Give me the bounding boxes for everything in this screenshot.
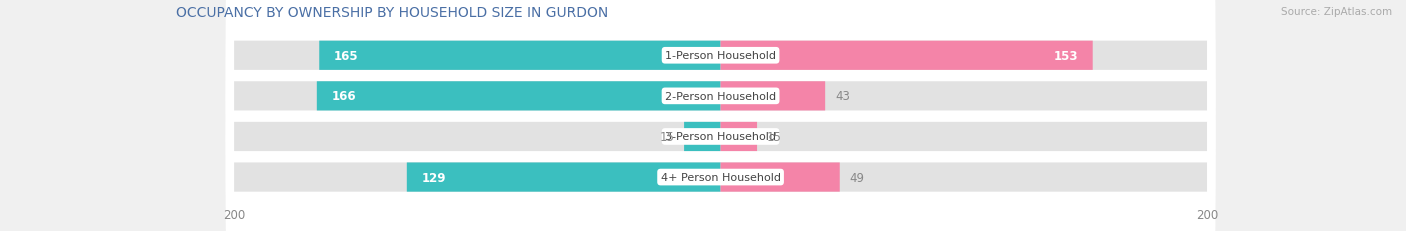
Text: 43: 43	[835, 90, 849, 103]
FancyBboxPatch shape	[721, 122, 1206, 152]
FancyBboxPatch shape	[721, 122, 756, 152]
FancyBboxPatch shape	[721, 163, 1206, 192]
FancyBboxPatch shape	[235, 122, 721, 152]
FancyBboxPatch shape	[721, 82, 1206, 111]
Text: 15: 15	[659, 130, 675, 143]
Text: 49: 49	[849, 171, 865, 184]
FancyBboxPatch shape	[721, 41, 1092, 71]
Text: 129: 129	[422, 171, 446, 184]
Text: 2-Person Household: 2-Person Household	[665, 91, 776, 101]
Text: 1-Person Household: 1-Person Household	[665, 51, 776, 61]
Text: Source: ZipAtlas.com: Source: ZipAtlas.com	[1281, 7, 1392, 17]
FancyBboxPatch shape	[225, 20, 1216, 231]
FancyBboxPatch shape	[225, 0, 1216, 231]
FancyBboxPatch shape	[235, 82, 721, 111]
FancyBboxPatch shape	[721, 82, 825, 111]
FancyBboxPatch shape	[225, 0, 1216, 214]
Text: 153: 153	[1053, 49, 1078, 63]
FancyBboxPatch shape	[685, 122, 721, 152]
Text: 15: 15	[766, 130, 782, 143]
FancyBboxPatch shape	[721, 41, 1206, 71]
Text: 4+ Person Household: 4+ Person Household	[661, 172, 780, 182]
Text: OCCUPANCY BY OWNERSHIP BY HOUSEHOLD SIZE IN GURDON: OCCUPANCY BY OWNERSHIP BY HOUSEHOLD SIZE…	[176, 6, 607, 20]
FancyBboxPatch shape	[225, 0, 1216, 231]
FancyBboxPatch shape	[319, 41, 721, 71]
Text: 165: 165	[333, 49, 359, 63]
FancyBboxPatch shape	[721, 163, 839, 192]
FancyBboxPatch shape	[406, 163, 721, 192]
FancyBboxPatch shape	[235, 41, 721, 71]
Text: 166: 166	[332, 90, 356, 103]
FancyBboxPatch shape	[316, 82, 721, 111]
Text: 3-Person Household: 3-Person Household	[665, 132, 776, 142]
FancyBboxPatch shape	[235, 163, 721, 192]
